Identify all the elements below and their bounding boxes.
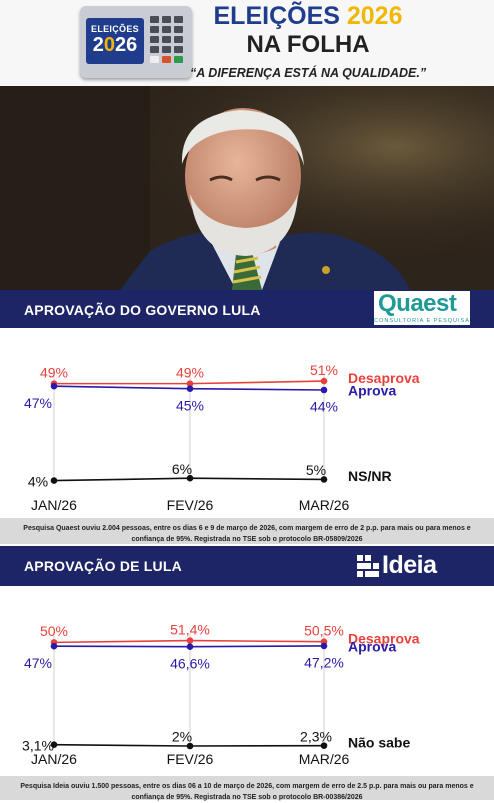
data-point — [50, 477, 58, 484]
ballot-key — [162, 26, 171, 33]
header-title-word: ELEIÇÕES — [213, 2, 340, 30]
legend-label: Desaprova — [348, 630, 420, 646]
data-point — [320, 377, 328, 385]
methodology-note-ideia: Pesquisa Ideia ouviu 1.500 pessoas, entr… — [0, 776, 494, 801]
category-label: JAN/26 — [31, 497, 77, 513]
data-label: 3,1% — [22, 737, 54, 753]
ballot-key — [150, 56, 159, 63]
portrait-photo — [0, 86, 494, 290]
quaest-logo: Quaest CONSULTORIA E PESQUISA — [374, 291, 470, 325]
ballot-key — [174, 36, 183, 43]
legend-label: Não sabe — [348, 734, 410, 750]
data-label: 47,2% — [304, 655, 344, 671]
header-banner: ELEIÇÕES 2026 ELEIÇÕES 2026 NA FOLHA “A … — [0, 0, 494, 86]
ballot-key — [162, 46, 171, 53]
ballot-year-part: 2 — [92, 34, 104, 56]
note-text-quaest: Pesquisa Quaest ouviu 2.004 pessoas, ent… — [23, 525, 471, 543]
ballot-key — [174, 56, 183, 63]
ballot-key — [150, 16, 159, 23]
ballot-key — [162, 56, 171, 63]
quaest-logo-subtitle: CONSULTORIA E PESQUISA — [374, 318, 470, 324]
data-point — [320, 642, 328, 650]
data-label: 2,3% — [300, 728, 332, 744]
data-point — [320, 386, 328, 394]
data-label: 49% — [40, 364, 68, 380]
ballot-key — [150, 36, 159, 43]
data-label: 46,6% — [170, 655, 210, 671]
data-label: 5% — [306, 462, 326, 478]
data-label: 44% — [310, 399, 338, 415]
ballot-box-label: ELEIÇÕES — [91, 24, 139, 34]
ballot-key — [174, 26, 183, 33]
data-point — [186, 742, 194, 750]
ballot-key — [174, 46, 183, 53]
category-label: MAR/26 — [299, 751, 350, 767]
data-label: 50,5% — [304, 622, 344, 638]
portrait-illustration — [0, 86, 494, 290]
header-subtitle: NA FOLHA — [246, 31, 370, 58]
data-point — [186, 474, 194, 482]
section-title-quaest: APROVAÇÃO DO GOVERNO LULA — [24, 302, 261, 318]
chart-ideia: JAN/26 FEV/26 MAR/26 50% 51,4% 50,5% Desaprova… — [22, 621, 420, 767]
data-point — [186, 385, 194, 393]
ballot-key — [162, 16, 171, 23]
data-label: 47% — [24, 655, 52, 671]
ballot-key — [174, 16, 183, 23]
chart-quaest: JAN/26 FEV/26 MAR/26 49% 49% 51% Desaprova 47% 4… — [24, 362, 420, 513]
header-slogan: “A DIFERENÇA ESTÁ NA QUALIDADE.” — [190, 66, 427, 80]
data-point — [320, 476, 328, 483]
data-point — [50, 382, 58, 390]
section-title-ideia: APROVAÇÃO DE LULA — [24, 558, 182, 574]
data-point — [50, 741, 58, 748]
ballot-box-screen: ELEIÇÕES 2026 — [86, 18, 144, 64]
ballot-year-part: 26 — [115, 34, 138, 56]
ballot-key — [150, 46, 159, 53]
data-label: 51,4% — [170, 621, 210, 637]
data-label: 4% — [28, 473, 48, 489]
ideia-logo-icon — [357, 555, 379, 577]
category-label: FEV/26 — [167, 497, 214, 513]
category-label: FEV/26 — [167, 751, 214, 767]
header-title: ELEIÇÕES 2026 — [198, 2, 418, 30]
data-point — [320, 742, 328, 749]
category-label: MAR/26 — [299, 497, 350, 513]
ballot-key — [162, 36, 171, 43]
legend-label: NS/NR — [348, 468, 392, 484]
data-point — [186, 643, 194, 650]
ideia-section-bar: APROVAÇÃO DE LULA Ideia — [0, 546, 494, 586]
ballot-keypad — [150, 16, 184, 66]
ideia-logo-text: Ideia — [382, 551, 437, 579]
quaest-logo-text: Quaest — [378, 290, 457, 317]
quaest-section-bar: APROVAÇÃO DO GOVERNO LULA Quaest CONSULT… — [0, 290, 494, 328]
data-point — [186, 380, 194, 387]
ballot-box-icon: ELEIÇÕES 2026 — [80, 6, 192, 78]
data-point — [50, 642, 58, 650]
data-label: 51% — [310, 362, 338, 378]
category-label: JAN/26 — [31, 751, 77, 767]
methodology-note-quaest: Pesquisa Quaest ouviu 2.004 pessoas, ent… — [0, 518, 494, 544]
note-text-ideia: Pesquisa Ideia ouviu 1.500 pessoas, entr… — [20, 783, 474, 801]
header-title-year: 2026 — [346, 2, 403, 30]
data-label: 50% — [40, 623, 68, 639]
data-label: 2% — [172, 729, 192, 745]
legend-label: Aprova — [348, 383, 396, 399]
data-label: 47% — [24, 395, 52, 411]
ballot-key — [150, 26, 159, 33]
data-label: 45% — [176, 397, 204, 413]
data-label: 6% — [172, 461, 192, 477]
data-point — [186, 637, 194, 644]
ballot-box-year: 2026 — [86, 34, 144, 56]
ballot-year-zero: 0 — [103, 34, 115, 56]
legend-label: Desaprova — [348, 370, 420, 386]
legend-label: Aprova — [348, 639, 396, 655]
data-label: 49% — [176, 364, 204, 380]
